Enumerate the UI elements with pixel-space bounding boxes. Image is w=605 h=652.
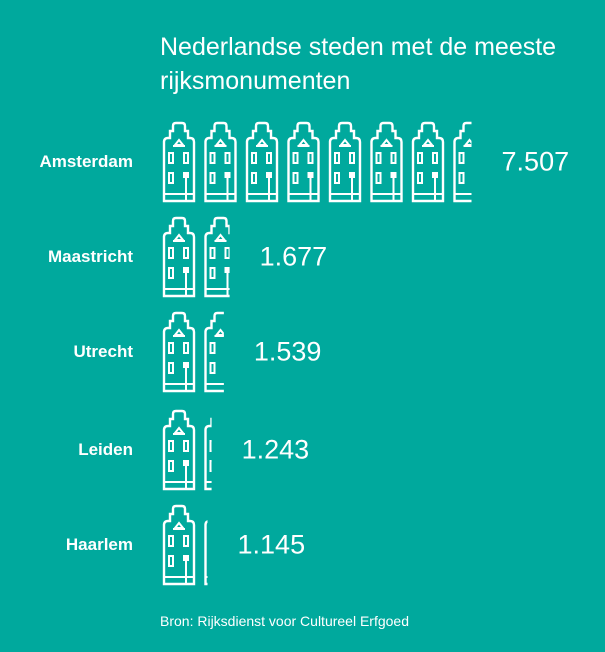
source-note: Bron: Rijksdienst voor Cultureel Erfgoed <box>160 613 410 629</box>
category-label: Leiden <box>78 440 133 459</box>
canal-house-icon <box>287 121 320 203</box>
pictogram-row-haarlem <box>162 504 208 586</box>
pictogram-row-utrecht <box>162 311 224 393</box>
canal-house-icon <box>204 216 230 298</box>
canal-house-icon <box>328 121 362 203</box>
value-label: 1.145 <box>237 529 306 560</box>
chart-title: Nederlandse steden met de meeste rijksmo… <box>160 33 557 95</box>
pictogram-row-maastricht <box>162 216 230 298</box>
canal-house-icon <box>162 311 196 393</box>
canal-house-icon <box>204 121 237 203</box>
category-label: Utrecht <box>73 342 133 361</box>
canal-house-icon <box>162 504 196 586</box>
canal-house-icon <box>162 121 196 203</box>
category-label: Haarlem <box>65 535 133 554</box>
pictogram-row-leiden <box>162 409 212 491</box>
value-label: 1.539 <box>253 336 322 367</box>
value-label: 1.243 <box>241 434 310 465</box>
value-label: 7.507 <box>501 146 570 177</box>
canal-house-icon <box>453 121 472 203</box>
canal-house-icon <box>204 311 224 393</box>
canal-house-icon <box>204 520 208 586</box>
pictogram-row-amsterdam <box>162 121 472 203</box>
canal-house-icon <box>370 121 403 203</box>
canal-house-icon <box>245 121 279 203</box>
canal-house-icon <box>162 216 196 298</box>
canal-house-icon <box>411 121 445 203</box>
category-label: Amsterdam <box>39 152 133 171</box>
canal-house-icon <box>162 409 196 491</box>
value-label: 1.677 <box>259 241 328 272</box>
category-label: Maastricht <box>47 247 133 266</box>
canal-house-icon <box>204 417 212 491</box>
